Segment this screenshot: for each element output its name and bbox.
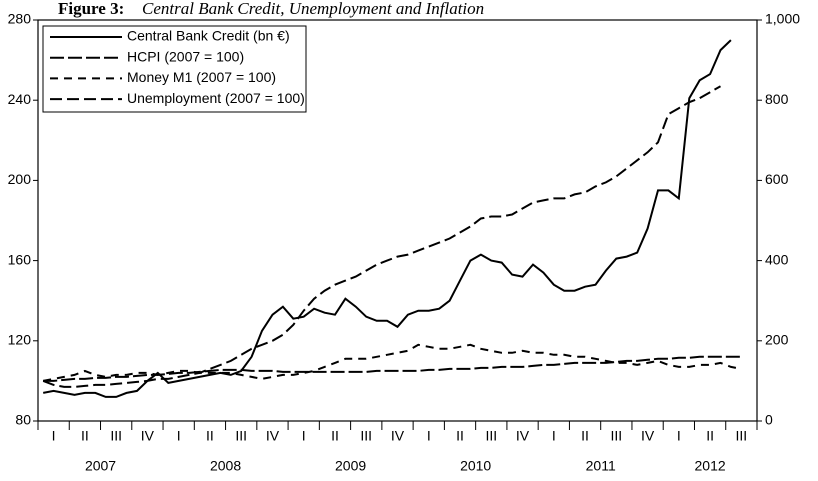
y2-tick-label: 800 xyxy=(765,91,789,107)
legend-label: Unemployment (2007 = 100) xyxy=(127,90,305,106)
y-tick-label: 120 xyxy=(8,332,32,348)
series-line xyxy=(43,343,742,382)
x-tick-label: III xyxy=(360,428,372,444)
year-label: 2009 xyxy=(335,458,366,474)
x-tick-label: I xyxy=(302,428,306,444)
x-tick-label: III xyxy=(610,428,622,444)
y2-tick-label: 0 xyxy=(765,412,773,428)
y-tick-label: 240 xyxy=(8,91,32,107)
year-label: 2012 xyxy=(695,458,726,474)
x-tick-label: IV xyxy=(141,428,155,444)
series-line xyxy=(43,39,732,398)
x-tick-label: II xyxy=(206,428,214,444)
x-tick-label: II xyxy=(81,428,89,444)
year-label: 2011 xyxy=(586,458,616,474)
legend-label: Central Bank Credit (bn €) xyxy=(127,28,290,44)
x-tick-label: IV xyxy=(641,428,655,444)
x-tick-label: IV xyxy=(266,428,280,444)
plot-frame xyxy=(37,19,758,422)
x-tick-label: III xyxy=(485,428,497,444)
series-line xyxy=(42,85,721,388)
x-tick-label: II xyxy=(706,428,714,444)
x-tick-label: IV xyxy=(391,428,405,444)
x-tick-label: II xyxy=(456,428,464,444)
legend-label: Money M1 (2007 = 100) xyxy=(127,69,276,85)
x-tick-label: II xyxy=(331,428,339,444)
y2-tick-label: 600 xyxy=(765,171,789,187)
x-tick-label: I xyxy=(552,428,556,444)
x-tick-label: II xyxy=(581,428,589,444)
x-tick-label: I xyxy=(52,428,56,444)
x-tick-label: III xyxy=(736,428,748,444)
legend-box xyxy=(42,25,307,113)
y2-tick-label: 400 xyxy=(765,251,789,267)
series-line xyxy=(43,355,742,382)
x-tick-label: III xyxy=(110,428,122,444)
year-label: 2010 xyxy=(460,458,491,474)
y2-tick-label: 1,000 xyxy=(765,11,800,27)
x-tick-label: IV xyxy=(516,428,530,444)
x-tick-label: I xyxy=(427,428,431,444)
figure-label: Figure 3: xyxy=(58,0,124,18)
x-tick-label: I xyxy=(677,428,681,444)
legend-label: HCPI (2007 = 100) xyxy=(127,48,244,64)
y-tick-label: 200 xyxy=(8,171,32,187)
x-tick-label: I xyxy=(177,428,181,444)
y-tick-label: 160 xyxy=(8,251,32,267)
year-label: 2007 xyxy=(85,458,116,474)
year-label: 2008 xyxy=(210,458,241,474)
y-tick-label: 80 xyxy=(15,412,31,428)
y-tick-label: 280 xyxy=(8,11,32,27)
y2-tick-label: 200 xyxy=(765,332,789,348)
chart-title: Central Bank Credit, Unemployment and In… xyxy=(142,0,484,18)
x-tick-label: III xyxy=(235,428,247,444)
